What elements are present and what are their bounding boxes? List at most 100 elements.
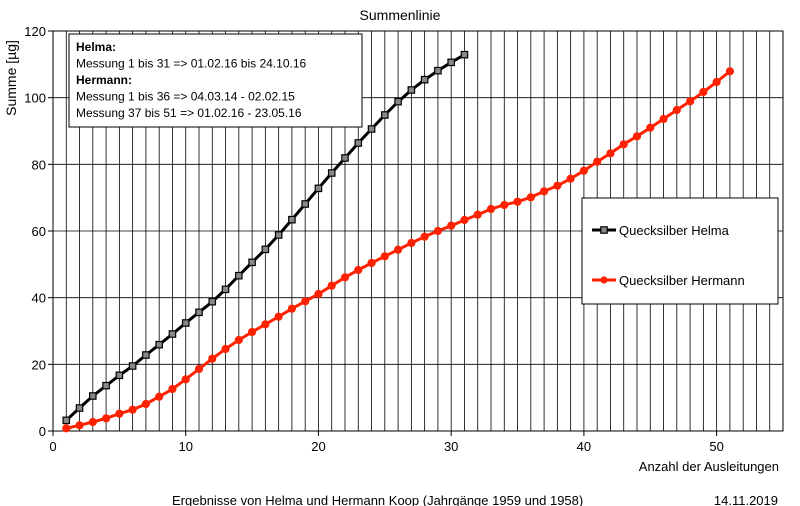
data-point: [221, 344, 230, 354]
data-point: [261, 320, 270, 329]
data-point: [606, 149, 615, 158]
data-point: [619, 140, 628, 149]
data-point: [88, 417, 97, 427]
data-point: [460, 215, 469, 225]
annotation-line: Messung 1 bis 31 => 01.02.16 bis 24.10.1…: [76, 57, 306, 71]
x-tick-label: 10: [178, 439, 192, 454]
y-tick-label: 0: [39, 424, 46, 439]
y-tick-label: 60: [32, 224, 46, 239]
legend-border: [581, 197, 779, 305]
data-point: [235, 271, 243, 280]
footer-date: 14.11.2019: [714, 493, 778, 506]
data-point: [247, 327, 257, 337]
data-point: [593, 157, 602, 166]
data-point: [632, 132, 642, 141]
data-point: [75, 404, 84, 412]
x-axis-label: Anzahl der Ausleitungen: [639, 459, 779, 474]
data-point: [341, 154, 349, 162]
data-point: [672, 105, 681, 115]
legend-label: Quecksilber Hermann: [619, 273, 745, 288]
data-point: [234, 335, 243, 345]
data-point: [115, 409, 124, 418]
data-point: [314, 289, 323, 299]
data-point: [393, 245, 403, 254]
data-point: [513, 197, 522, 206]
annotation-heading: Helma:: [76, 40, 116, 54]
data-point: [433, 226, 443, 236]
chart-title: Summenlinie: [360, 7, 441, 23]
data-point: [208, 297, 217, 306]
legend-label: Quecksilber Helma: [619, 223, 730, 238]
data-point: [725, 67, 735, 76]
data-point: [274, 312, 283, 321]
data-point: [194, 364, 204, 374]
data-point: [288, 215, 296, 224]
data-point: [301, 200, 309, 208]
annotation-border: [68, 33, 363, 128]
data-point: [340, 273, 350, 282]
data-point: [89, 392, 97, 400]
data-point: [327, 281, 336, 290]
data-point: [155, 340, 163, 349]
legend-marker-square: [600, 226, 608, 234]
data-point: [287, 304, 297, 313]
data-point: [407, 238, 416, 248]
data-point: [142, 351, 150, 359]
data-point: [155, 392, 164, 401]
y-tick-label: 40: [32, 291, 46, 306]
data-point: [447, 58, 455, 67]
data-point: [699, 87, 708, 97]
data-point: [380, 252, 389, 261]
data-point: [367, 125, 376, 133]
x-tick-label: 0: [49, 439, 56, 454]
data-point: [407, 86, 416, 94]
series-layer: [62, 50, 735, 433]
data-point: [354, 139, 363, 147]
footer-text: Ergebnisse von Helma und Hermann Koop (J…: [172, 493, 583, 506]
data-point: [566, 174, 575, 183]
data-point: [208, 354, 217, 363]
data-point: [381, 111, 389, 119]
data-point: [327, 169, 336, 177]
data-point: [367, 258, 376, 268]
data-point: [274, 231, 283, 239]
y-tick-label: 120: [24, 24, 46, 39]
data-point: [141, 399, 151, 409]
annotation-line: Messung 1 bis 36 => 04.03.14 - 02.02.15: [76, 90, 295, 104]
data-point: [539, 187, 549, 196]
data-point: [128, 405, 137, 414]
x-tick-label: 30: [444, 439, 458, 454]
data-point: [62, 424, 71, 433]
data-point: [579, 166, 589, 175]
data-point: [168, 384, 177, 394]
data-point: [486, 204, 496, 214]
data-point: [712, 77, 721, 87]
data-point: [195, 308, 203, 317]
data-point: [301, 297, 310, 306]
y-tick-label: 100: [24, 91, 46, 106]
data-point: [420, 75, 429, 84]
y-tick-label: 80: [32, 157, 46, 172]
data-point: [659, 114, 668, 124]
data-point: [75, 421, 84, 430]
data-point: [115, 371, 124, 380]
axes: 0 10 20 30 40 50 0 20 40 60 80 100 120: [24, 24, 724, 454]
y-tick-label: 20: [32, 357, 46, 372]
data-point: [128, 362, 137, 370]
annotation-box: Helma: Messung 1 bis 31 => 01.02.16 bis 2…: [68, 33, 363, 128]
x-tick-label: 20: [311, 439, 325, 454]
data-point: [473, 210, 482, 219]
data-point: [500, 200, 509, 210]
data-point: [526, 193, 535, 202]
legend: Quecksilber Helma Quecksilber Hermann: [581, 197, 779, 305]
data-point: [102, 381, 110, 390]
annotation-line: Messung 37 bis 51 => 01.02.16 - 23.05.16: [76, 106, 302, 120]
annotation-heading: Hermann:: [76, 73, 132, 87]
data-point: [248, 258, 256, 267]
data-point: [685, 97, 695, 106]
data-point: [553, 181, 562, 190]
data-point: [168, 330, 177, 338]
data-point: [420, 232, 429, 241]
x-tick-label: 50: [709, 439, 723, 454]
